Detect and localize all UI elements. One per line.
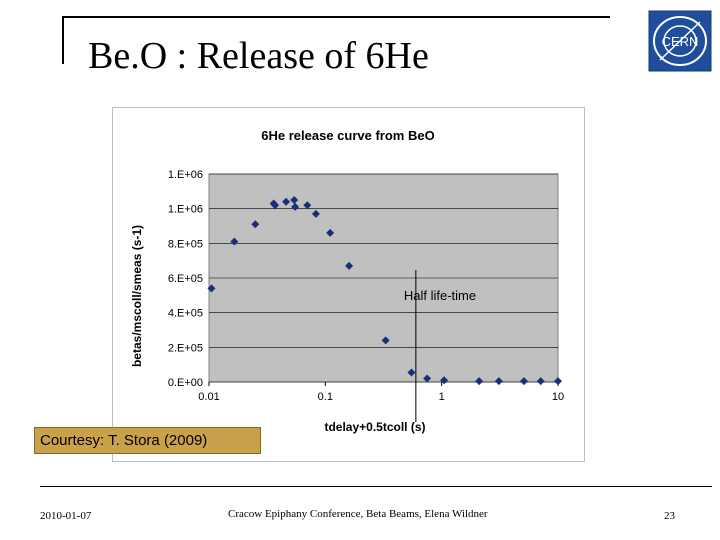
footer-rule bbox=[40, 486, 712, 487]
data-point bbox=[291, 202, 300, 211]
title-top-rule bbox=[62, 16, 610, 18]
y-tick-label: 2.E+05 bbox=[168, 342, 203, 354]
courtesy-note: Courtesy: T. Stora (2009) bbox=[34, 427, 261, 454]
y-tick-label: 6.E+05 bbox=[168, 273, 203, 285]
footer-date: 2010-01-07 bbox=[40, 510, 92, 522]
x-axis-label: tdelay+0.5tcoll (s) bbox=[324, 420, 425, 434]
data-point bbox=[303, 201, 312, 210]
data-point bbox=[290, 196, 299, 204]
data-point bbox=[423, 374, 432, 383]
data-point bbox=[345, 261, 354, 270]
data-point bbox=[282, 197, 291, 206]
data-point bbox=[536, 377, 545, 386]
slide-title: Be.O : Release of 6He bbox=[88, 35, 429, 77]
chart-panel: 6He release curve from BeO 0.E+00 2.E+05 4.… bbox=[112, 107, 585, 462]
data-point bbox=[230, 237, 239, 246]
data-point bbox=[407, 368, 416, 377]
data-point bbox=[475, 377, 484, 386]
y-tick-label: 1.E+06 bbox=[168, 204, 203, 216]
data-point bbox=[381, 336, 390, 345]
cern-logo: CERN bbox=[648, 10, 712, 72]
half-life-label: Half life-time bbox=[404, 288, 476, 303]
y-tick-label: 1.E+06 bbox=[168, 169, 203, 181]
x-tick-label: 10 bbox=[552, 391, 564, 403]
page-number: 23 bbox=[664, 510, 675, 522]
data-point bbox=[519, 377, 528, 386]
x-tick-label: 1 bbox=[439, 391, 445, 403]
cern-logo-text: CERN bbox=[662, 34, 699, 49]
data-point bbox=[440, 376, 449, 385]
footer-conference: Cracow Epiphany Conference, Beta Beams, … bbox=[228, 508, 488, 520]
y-axis-label: betas/mscoll/smeas (s-1) bbox=[130, 225, 144, 367]
y-tick-label: 0.E+00 bbox=[168, 377, 203, 389]
data-point bbox=[554, 377, 562, 386]
y-tick-label: 4.E+05 bbox=[168, 308, 203, 320]
data-point bbox=[326, 228, 335, 237]
release-curve-chart: 6He release curve from BeO 0.E+00 2.E+05 4.… bbox=[130, 128, 564, 434]
data-point bbox=[271, 201, 280, 210]
data-point bbox=[494, 377, 503, 386]
data-point bbox=[251, 220, 260, 229]
x-tick-label: 0.01 bbox=[198, 391, 219, 403]
x-tick-label: 0.1 bbox=[318, 391, 333, 403]
data-point bbox=[311, 209, 320, 218]
chart-title: 6He release curve from BeO bbox=[261, 128, 434, 143]
y-tick-label: 8.E+05 bbox=[168, 238, 203, 250]
data-point bbox=[207, 284, 216, 293]
title-left-rule bbox=[62, 16, 64, 64]
